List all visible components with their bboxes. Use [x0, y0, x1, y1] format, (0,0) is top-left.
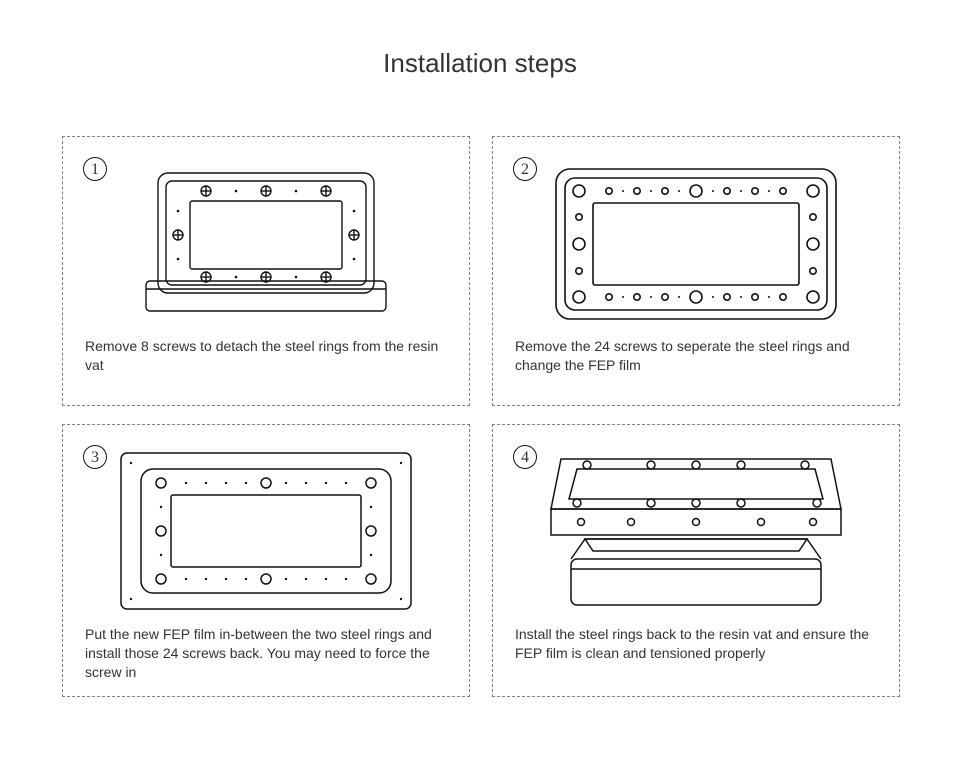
step-2-caption: Remove the 24 screws to seperate the ste…: [509, 331, 883, 375]
page: Installation steps 1: [0, 0, 960, 769]
step-1: 1: [62, 136, 470, 406]
step-3: 3: [62, 424, 470, 697]
step-2: 2: [492, 136, 900, 406]
step-3-caption: Put the new FEP film in-between the two …: [79, 619, 453, 682]
step-2-diagram: [509, 151, 883, 331]
step-number-3: 3: [83, 445, 107, 469]
step-number-4: 4: [513, 445, 537, 469]
step-3-diagram: [79, 439, 453, 619]
step-1-diagram: [79, 151, 453, 331]
steps-grid: 1: [62, 136, 900, 697]
step-4-caption: Install the steel rings back to the resi…: [509, 619, 883, 663]
step-4-diagram: [509, 439, 883, 619]
page-title: Installation steps: [0, 0, 960, 79]
step-number-2: 2: [513, 157, 537, 181]
step-4: 4: [492, 424, 900, 697]
step-number-1: 1: [83, 157, 107, 181]
step-1-caption: Remove 8 screws to detach the steel ring…: [79, 331, 453, 375]
